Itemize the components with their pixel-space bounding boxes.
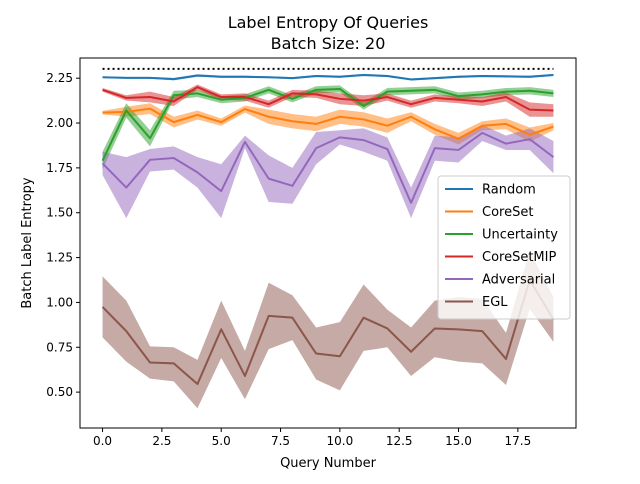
legend-label-coreset: CoreSet: [482, 205, 533, 220]
x-axis-label: Query Number: [280, 456, 377, 471]
chart-title: Label Entropy Of Queries: [228, 13, 429, 32]
x-tick-label: 7.5: [271, 434, 290, 448]
legend-label-egl: EGL: [482, 295, 508, 310]
y-tick-label: 1.00: [46, 295, 73, 309]
legend-label-coresetmip: CoreSetMIP: [482, 250, 556, 265]
x-tick-label: 5.0: [212, 434, 231, 448]
legend-label-adversarial: Adversarial: [482, 273, 555, 288]
y-tick-label: 0.50: [46, 385, 73, 399]
legend: Random CoreSet Uncertainty CoreSetMIP Advers…: [438, 176, 570, 319]
x-tick-label: 0.0: [93, 434, 112, 448]
y-tick-label: 1.25: [46, 251, 73, 265]
x-tick-label: 2.5: [152, 434, 171, 448]
y-tick-label: 1.75: [46, 161, 73, 175]
x-axis-ticks: 0.0 2.5 5.0 7.5 10.0 12.5 15.0 17.5: [93, 428, 531, 448]
y-tick-label: 0.75: [46, 340, 73, 354]
x-tick-label: 10.0: [327, 434, 354, 448]
y-tick-label: 2.25: [46, 71, 73, 85]
x-tick-label: 17.5: [504, 434, 531, 448]
x-tick-label: 15.0: [445, 434, 472, 448]
y-axis-label: Batch Label Entropy: [20, 177, 35, 309]
chart-subtitle: Batch Size: 20: [271, 34, 386, 53]
x-tick-label: 12.5: [386, 434, 413, 448]
y-tick-label: 2.00: [46, 116, 73, 130]
y-tick-label: 1.50: [46, 206, 73, 220]
y-axis-ticks: 0.50 0.75 1.00 1.25 1.50 1.75 2.00 2.25: [46, 71, 80, 399]
line-random: [103, 75, 554, 79]
legend-label-uncertainty: Uncertainty: [482, 228, 558, 243]
legend-label-random: Random: [482, 183, 536, 198]
